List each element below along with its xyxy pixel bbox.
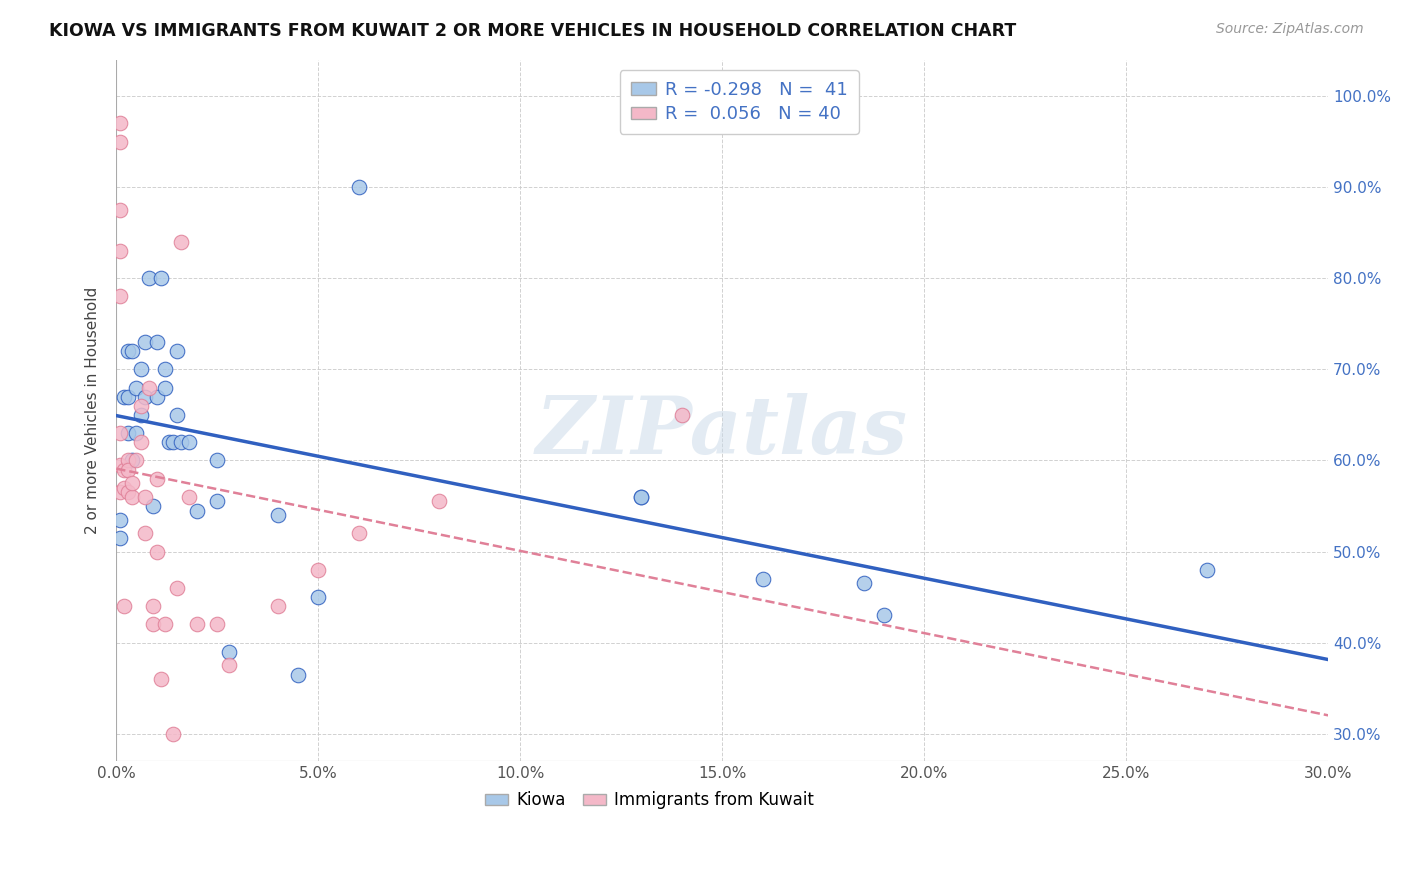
Point [134, 334, 156, 349]
Point [162, 435, 184, 450]
Point [129, 408, 152, 422]
Point [138, 380, 160, 394]
Point [751, 572, 773, 586]
Point [153, 380, 176, 394]
Point [117, 390, 139, 404]
Point [110, 426, 132, 441]
Point [129, 362, 152, 376]
Point [307, 563, 329, 577]
Point [207, 453, 229, 467]
Point [138, 271, 160, 285]
Point [121, 344, 143, 359]
Point [1195, 563, 1218, 577]
Point [145, 334, 167, 349]
Point [630, 490, 652, 504]
Point [121, 490, 143, 504]
Point [145, 472, 167, 486]
Point [112, 481, 135, 495]
Point [142, 599, 165, 614]
Point [157, 435, 180, 450]
Point [110, 458, 132, 472]
Point [110, 202, 132, 217]
Point [117, 462, 139, 476]
Point [177, 490, 200, 504]
Point [110, 485, 132, 500]
Point [153, 617, 176, 632]
Point [153, 362, 176, 376]
Point [307, 590, 329, 604]
Y-axis label: 2 or more Vehicles in Household: 2 or more Vehicles in Household [86, 286, 100, 534]
Text: ZIPatlas: ZIPatlas [536, 392, 908, 470]
Point [125, 426, 148, 441]
Point [110, 513, 132, 527]
Point [873, 608, 896, 623]
Point [166, 581, 188, 595]
Point [218, 645, 240, 659]
Point [267, 508, 290, 522]
Point [149, 271, 172, 285]
Point [166, 408, 188, 422]
Point [166, 344, 188, 359]
Point [852, 576, 875, 591]
Point [110, 244, 132, 258]
Point [170, 235, 193, 249]
Point [429, 494, 451, 508]
Point [112, 390, 135, 404]
Point [267, 599, 290, 614]
Point [186, 503, 208, 517]
Point [347, 180, 370, 194]
Point [218, 658, 240, 673]
Point [142, 617, 165, 632]
Point [121, 476, 143, 491]
Point [134, 490, 156, 504]
Point [112, 599, 135, 614]
Point [162, 727, 184, 741]
Point [110, 135, 132, 149]
Point [142, 499, 165, 513]
Text: Source: ZipAtlas.com: Source: ZipAtlas.com [1216, 22, 1364, 37]
Point [186, 617, 208, 632]
Point [134, 526, 156, 541]
Point [129, 399, 152, 413]
Text: KIOWA VS IMMIGRANTS FROM KUWAIT 2 OR MORE VEHICLES IN HOUSEHOLD CORRELATION CHAR: KIOWA VS IMMIGRANTS FROM KUWAIT 2 OR MOR… [49, 22, 1017, 40]
Point [129, 435, 152, 450]
Point [145, 390, 167, 404]
Point [134, 390, 156, 404]
Point [671, 408, 693, 422]
Point [177, 435, 200, 450]
Point [117, 426, 139, 441]
Point [110, 289, 132, 303]
Point [145, 544, 167, 558]
Point [125, 380, 148, 394]
Point [117, 453, 139, 467]
Point [347, 526, 370, 541]
Point [170, 435, 193, 450]
Point [117, 485, 139, 500]
Legend: Kiowa, Immigrants from Kuwait: Kiowa, Immigrants from Kuwait [478, 785, 821, 816]
Point [287, 667, 309, 681]
Point [125, 453, 148, 467]
Point [630, 490, 652, 504]
Point [110, 531, 132, 545]
Point [110, 116, 132, 130]
Point [207, 494, 229, 508]
Point [117, 344, 139, 359]
Point [112, 462, 135, 476]
Point [121, 453, 143, 467]
Point [207, 617, 229, 632]
Point [149, 672, 172, 686]
